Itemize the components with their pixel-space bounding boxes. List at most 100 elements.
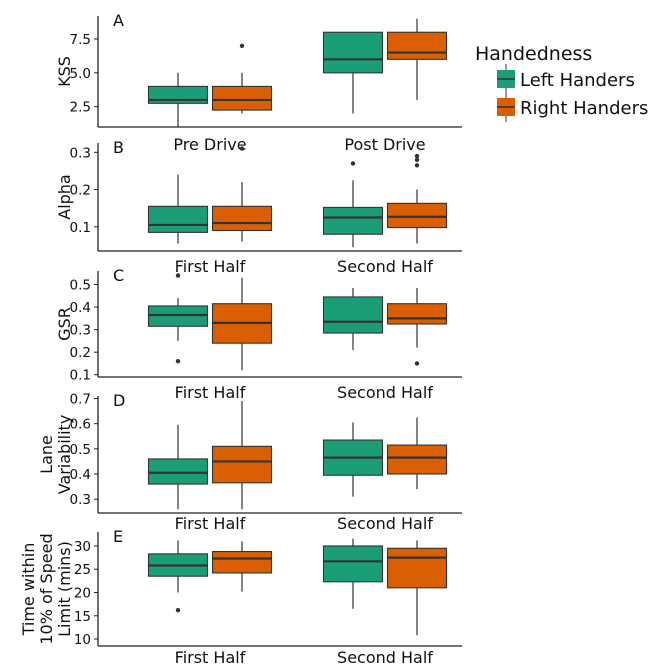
box-iqr [386, 303, 448, 325]
y-tick-label: 0.5 [70, 442, 91, 458]
panel-letter: A [113, 11, 124, 30]
box-iqr [211, 550, 273, 574]
box-iqr [386, 202, 448, 229]
box-iqr [322, 296, 384, 334]
box-right-1 [386, 417, 448, 490]
legend-title: Handedness [475, 43, 592, 65]
outlier-point [414, 361, 420, 366]
y-tick-label: 5.0 [70, 66, 91, 82]
y-tick-label: 0.5 [70, 278, 91, 294]
x-category-label: Post Drive [344, 135, 425, 154]
outlier-point [175, 359, 181, 364]
y-tick-label: 0.6 [70, 417, 91, 433]
outlier-point [175, 607, 181, 613]
box-left-1 [322, 422, 384, 497]
box-left-0 [147, 424, 209, 510]
x-category-label: Pre Drive [173, 135, 246, 154]
outlier-point [239, 146, 245, 151]
y-tick-label: 0.1 [70, 220, 91, 236]
panel-letter: E [113, 527, 123, 546]
panel-a: 2.5 5.0 7.5 A KSS Pre Drive Post Drive [55, 11, 462, 154]
y-axis-label: Lane [37, 435, 56, 474]
box-right-1 [386, 18, 448, 100]
box-left-1 [322, 287, 384, 350]
y-axis-label: Variability [55, 415, 74, 495]
y-tick-label: 0.4 [70, 467, 91, 483]
box-iqr [322, 31, 384, 74]
legend-label-left: Left Handers [520, 70, 635, 91]
x-category-label: Second Half [337, 257, 433, 276]
outlier-point [414, 153, 420, 159]
box-left-1 [322, 538, 384, 609]
box-iqr [211, 205, 273, 232]
outlier-point [175, 273, 181, 278]
y-tick-label: 30 [74, 539, 91, 555]
outlier-point [239, 43, 245, 48]
x-category-label: Second Half [337, 514, 433, 533]
outlier-point [414, 157, 420, 162]
y-tick-label: 0.3 [70, 323, 91, 339]
x-category-label: First Half [175, 383, 246, 402]
box-iqr [386, 547, 448, 589]
outlier-point [350, 161, 356, 166]
panel-c: 0.1 0.2 0.3 0.4 0.5 C GSR First Half Second Half [55, 266, 462, 402]
box-right-0 [211, 43, 273, 114]
y-tick-label: 25 [74, 562, 91, 578]
y-axis-label: GSR [55, 307, 74, 341]
y-axis-label: 10% of Speed [37, 533, 56, 644]
box-iqr [386, 31, 448, 60]
panel-b: 0.1 0.2 0.3 B Alpha First Half Second Half [55, 138, 462, 276]
x-category-label: Second Half [337, 648, 433, 666]
box-right-0 [211, 277, 273, 371]
y-tick-label: 0.3 [70, 492, 91, 508]
panel-e: 10 15 20 25 30 E Time within 10% of Speed Limit … [19, 527, 462, 667]
legend: Handedness Left Handers Right Handers [475, 43, 648, 122]
x-category-label: First Half [175, 648, 246, 666]
panel-letter: C [113, 266, 124, 285]
panel-letter: B [113, 138, 124, 157]
box-iqr [386, 444, 448, 475]
box-left-0 [147, 72, 209, 127]
y-axis-label: KSS [55, 56, 74, 87]
x-category-label: First Half [175, 514, 246, 533]
outlier-point [414, 163, 420, 168]
box-iqr [322, 206, 384, 235]
y-tick-label: 2.5 [70, 100, 91, 116]
box-iqr [147, 205, 209, 233]
y-tick-label: 0.3 [70, 145, 91, 161]
y-tick-label: 10 [74, 632, 91, 648]
y-tick-label: 7.5 [70, 32, 91, 48]
box-iqr [147, 305, 209, 327]
box-left-0 [147, 174, 209, 244]
box-iqr [211, 445, 273, 484]
box-iqr [147, 458, 209, 485]
legend-label-right: Right Handers [520, 98, 648, 119]
y-tick-label: 20 [74, 585, 91, 601]
y-axis-label: Limit (mins) [55, 541, 74, 637]
y-tick-label: 0.2 [70, 183, 91, 199]
box-right-1 [386, 287, 448, 366]
y-axis-label: Time within [19, 543, 38, 637]
y-tick-label: 0.1 [70, 368, 91, 384]
y-tick-label: 15 [74, 609, 91, 625]
y-tick-label: 0.4 [70, 300, 91, 316]
box-left-1 [322, 31, 384, 114]
panel-d: 0.3 0.4 0.5 0.6 0.7 D Lane Variability First Hal… [37, 391, 462, 533]
box-right-0 [211, 146, 273, 242]
box-left-1 [322, 161, 384, 248]
y-tick-label: 0.2 [70, 345, 91, 361]
box-right-0 [211, 401, 273, 510]
x-category-label: Second Half [337, 383, 433, 402]
box-iqr [211, 85, 273, 111]
box-iqr [322, 545, 384, 583]
box-right-0 [211, 541, 273, 592]
y-axis-label: Alpha [55, 174, 74, 220]
box-right-1 [386, 153, 448, 244]
y-tick-label: 0.7 [70, 392, 91, 408]
box-right-1 [386, 540, 448, 636]
x-category-label: First Half [175, 257, 246, 276]
box-left-0 [147, 540, 209, 613]
box-left-0 [147, 273, 209, 364]
